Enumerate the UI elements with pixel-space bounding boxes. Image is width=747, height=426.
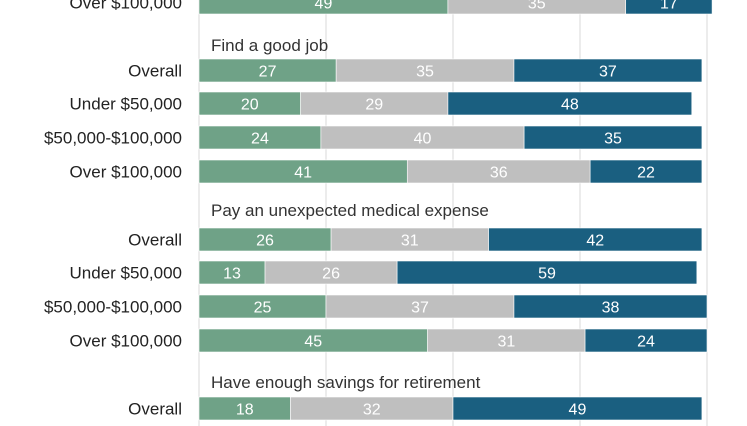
bar-value-label: 25 [254,300,272,317]
row-label-overall: Overall [128,231,182,250]
labels: Over $100,000 49 35 17 Find a good job Overal… [44,0,678,419]
bar-value-label: 49 [569,402,587,419]
bar-value-label: 59 [538,266,556,283]
bar-value-label: 49 [315,0,333,13]
bar-value-label: 26 [322,266,340,283]
row-label-over-100-000: Over $100,000 [70,0,182,13]
bar-value-label: 35 [416,64,434,81]
row-label-50-000-100-000: $50,000-$100,000 [44,298,182,317]
section-title-pay-an-unexpected-medical-expense: Pay an unexpected medical expense [211,201,489,220]
row-label-over-100-000: Over $100,000 [70,332,182,351]
bar-value-label: 37 [411,300,429,317]
bar-value-label: 40 [414,131,432,148]
bar-value-label: 29 [365,97,383,114]
section-title-find-a-good-job: Find a good job [211,36,328,55]
bar-value-label: 48 [561,97,579,114]
bar-value-label: 27 [259,64,277,81]
bar-value-label: 13 [223,266,241,283]
bar-value-label: 42 [586,233,604,250]
bar-segment-3 [513,294,708,319]
bar-value-label: 20 [241,97,259,114]
bar-value-label: 38 [602,300,620,317]
bar-value-label: 24 [637,334,655,351]
bar-value-label: 41 [294,165,312,182]
row-label-under-50-000: Under $50,000 [70,95,182,114]
bar-value-label: 36 [490,165,508,182]
bar-value-label: 24 [251,131,269,148]
bar-value-label: 35 [604,131,622,148]
row-label-overall: Overall [128,62,182,81]
bar-segment-3 [447,91,693,116]
bar-value-label: 26 [256,233,274,250]
bars [198,0,713,421]
row-label-under-50-000: Under $50,000 [70,264,182,283]
row-label-overall: Overall [128,400,182,419]
bar-segment-3 [625,0,713,15]
bar-segment-3 [523,125,703,150]
bar-value-label: 45 [304,334,322,351]
bar-segment-3 [488,227,703,252]
section-title-have-enough-savings-for-retirement: Have enough savings for retirement [211,373,481,392]
bar-value-label: 31 [497,334,515,351]
bar-value-label: 31 [401,233,419,250]
bar-value-label: 35 [528,0,546,13]
row-label-over-100-000: Over $100,000 [70,163,182,182]
bar-value-label: 32 [363,402,381,419]
row-label-50-000-100-000: $50,000-$100,000 [44,129,182,148]
bar-segment-3 [513,58,703,83]
bar-value-label: 18 [236,402,254,419]
bar-segment-3 [584,328,708,353]
bar-value-label: 17 [660,0,678,13]
bar-segment-3 [452,396,703,421]
bar-value-label: 37 [599,64,617,81]
bar-segment-3 [396,260,698,285]
bar-segment-3 [589,159,703,184]
bar-value-label: 22 [637,165,655,182]
